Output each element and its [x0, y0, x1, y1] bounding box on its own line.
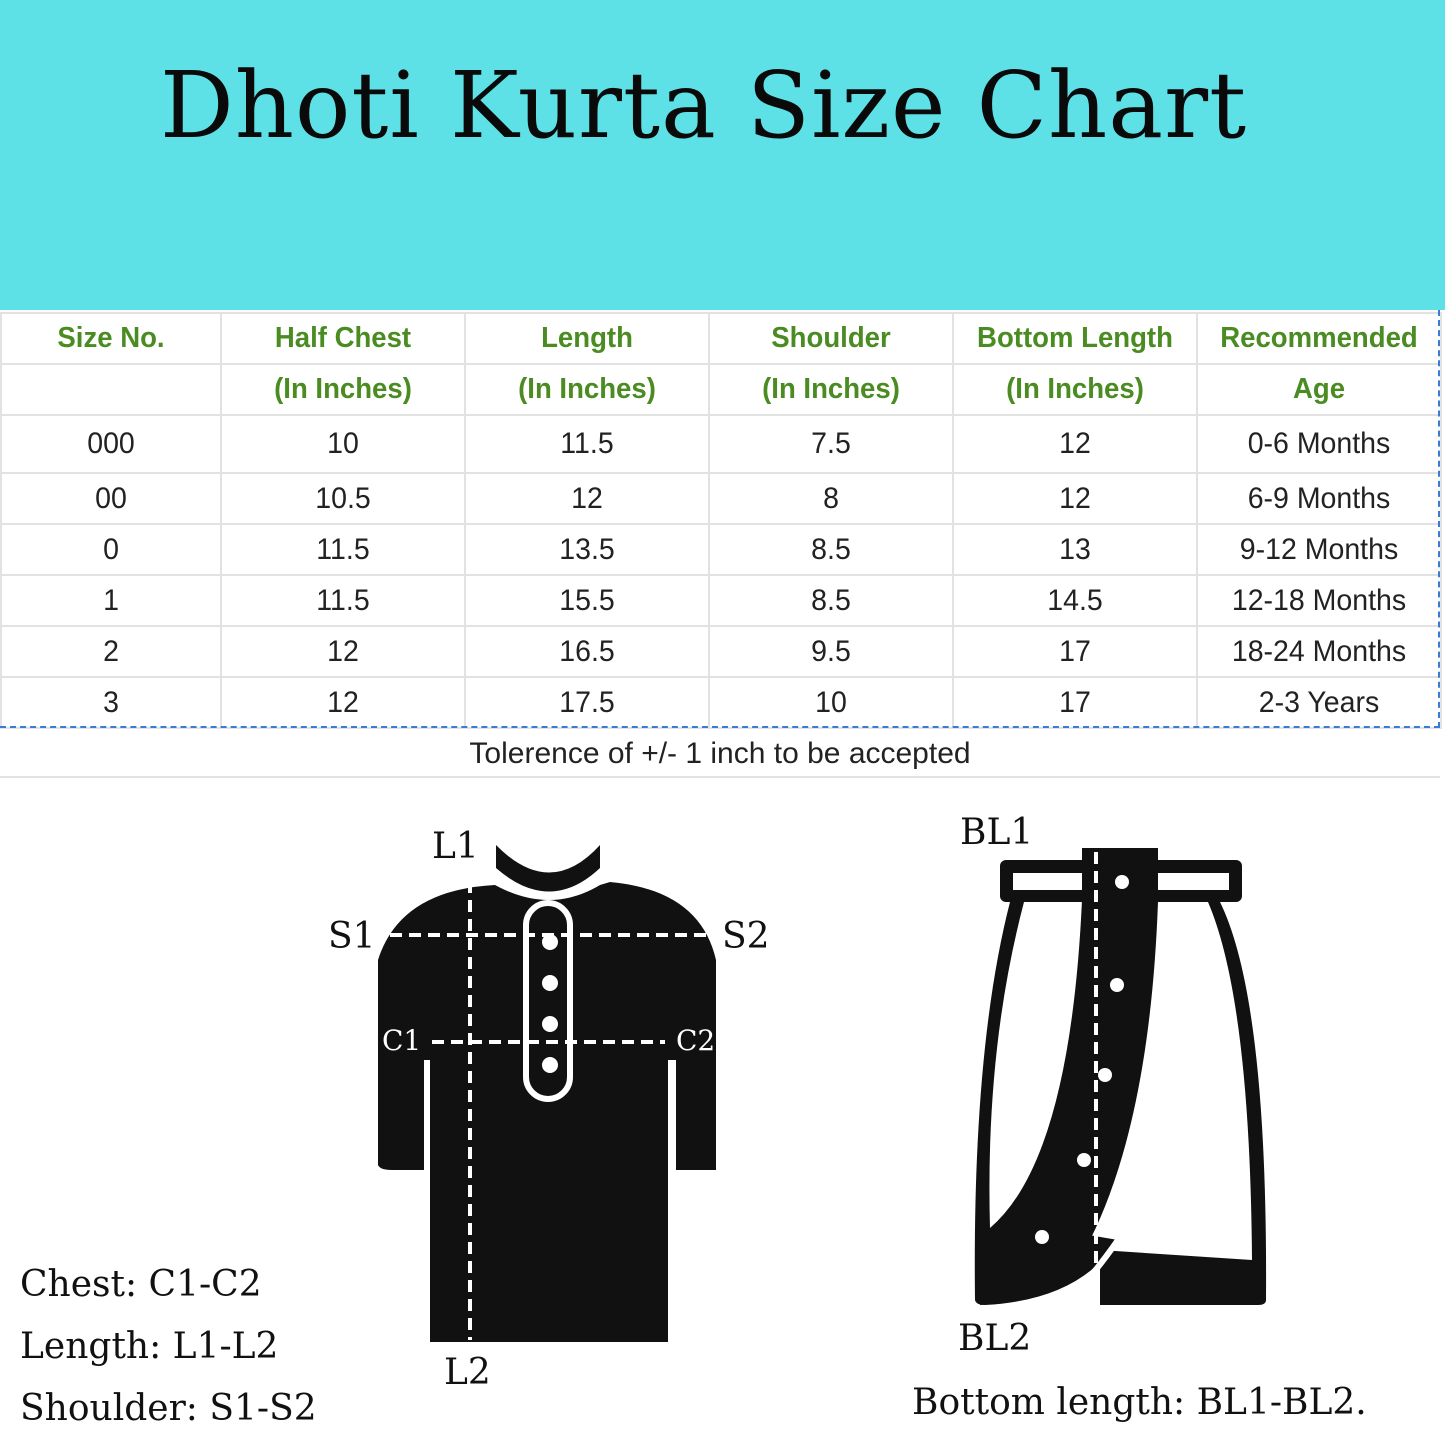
table-row: 3 12 17.5 10 17 2-3 Years	[1, 676, 1441, 729]
label-c2: C2	[676, 1024, 716, 1057]
label-bl2: BL2	[958, 1318, 1032, 1359]
table-cell: 0-6 Months	[1202, 414, 1436, 474]
table-cell: 6-9 Months	[1202, 472, 1436, 525]
table-cell: 15.5	[470, 574, 704, 627]
table-cell: 14.5	[958, 574, 1192, 627]
table-cell: 13.5	[470, 523, 704, 576]
header-cell: Age	[1202, 363, 1436, 416]
table-cell: 00	[5, 472, 217, 525]
page-title: Dhoti Kurta Size Chart	[160, 52, 1248, 159]
legend-bottom-length: Bottom length: BL1-BL2.	[912, 1382, 1367, 1423]
table-cell: 17.5	[470, 676, 704, 729]
table-cell: 11.5	[226, 523, 460, 576]
table-cell: 10	[226, 414, 460, 474]
header-cell	[5, 363, 217, 416]
legend-length: Length: L1-L2	[20, 1326, 279, 1367]
table-cell: 7.5	[714, 414, 948, 474]
table-cell: 1	[5, 574, 217, 627]
tolerance-note: Tolerence of +/- 1 inch to be accepted	[0, 728, 1440, 778]
table-row: 1 11.5 15.5 8.5 14.5 12-18 Months	[1, 574, 1441, 627]
title-banner	[0, 0, 1445, 310]
table-cell: 12	[958, 472, 1192, 525]
header-cell: Shoulder	[714, 312, 948, 365]
table-cell: 12	[470, 472, 704, 525]
table-cell: 10.5	[226, 472, 460, 525]
label-s1: S1	[328, 916, 376, 957]
table-cell: 12	[958, 414, 1192, 474]
header-cell: Recommended	[1202, 312, 1436, 365]
label-l1: L1	[432, 826, 479, 867]
table-cell: 8.5	[714, 523, 948, 576]
dhoti-illustration	[974, 848, 1267, 1305]
table-cell: 0	[5, 523, 217, 576]
header-cell: (In Inches)	[470, 363, 704, 416]
legend-shoulder: Shoulder: S1-S2	[20, 1388, 317, 1429]
table-cell: 000	[5, 414, 217, 474]
size-table: Size No. Half Chest Length Shoulder Bottom L…	[0, 312, 1442, 729]
table-cell: 11.5	[226, 574, 460, 627]
legend-chest: Chest: C1-C2	[20, 1264, 262, 1305]
kurta-illustration	[378, 845, 716, 1342]
table-row: 00 10.5 12 8 12 6-9 Months	[1, 472, 1441, 525]
table-row: 2 12 16.5 9.5 17 18-24 Months	[1, 625, 1441, 678]
table-cell: 2-3 Years	[1202, 676, 1436, 729]
table-cell: 9.5	[714, 625, 948, 678]
table-cell: 12	[226, 625, 460, 678]
header-cell: Length	[470, 312, 704, 365]
table-row: 0 11.5 13.5 8.5 13 9-12 Months	[1, 523, 1441, 576]
header-cell: Bottom Length	[958, 312, 1192, 365]
table-cell: 12	[226, 676, 460, 729]
table-cell: 11.5	[470, 414, 704, 474]
table-cell: 16.5	[470, 625, 704, 678]
label-l2: L2	[444, 1352, 491, 1393]
table-cell: 8.5	[714, 574, 948, 627]
label-c1: C1	[382, 1024, 422, 1057]
table-cell: 17	[958, 676, 1192, 729]
header-cell: Size No.	[5, 312, 217, 365]
header-row: Size No. Half Chest Length Shoulder Bottom L…	[1, 312, 1441, 365]
header-cell: Half Chest	[226, 312, 460, 365]
header-cell: (In Inches)	[958, 363, 1192, 416]
header-cell: (In Inches)	[714, 363, 948, 416]
table-cell: 13	[958, 523, 1192, 576]
table-row: 000 10 11.5 7.5 12 0-6 Months	[1, 414, 1441, 474]
table-cell: 12-18 Months	[1202, 574, 1436, 627]
header-cell: (In Inches)	[226, 363, 460, 416]
table-cell: 9-12 Months	[1202, 523, 1436, 576]
table-cell: 18-24 Months	[1202, 625, 1436, 678]
table-cell: 8	[714, 472, 948, 525]
table-cell: 3	[5, 676, 217, 729]
header-row: (In Inches) (In Inches) (In Inches) (In Inc…	[1, 363, 1441, 416]
label-bl1: BL1	[960, 812, 1034, 853]
selection-outline	[0, 310, 1440, 728]
table-cell: 17	[958, 625, 1192, 678]
label-s2: S2	[722, 916, 770, 957]
table-cell: 2	[5, 625, 217, 678]
